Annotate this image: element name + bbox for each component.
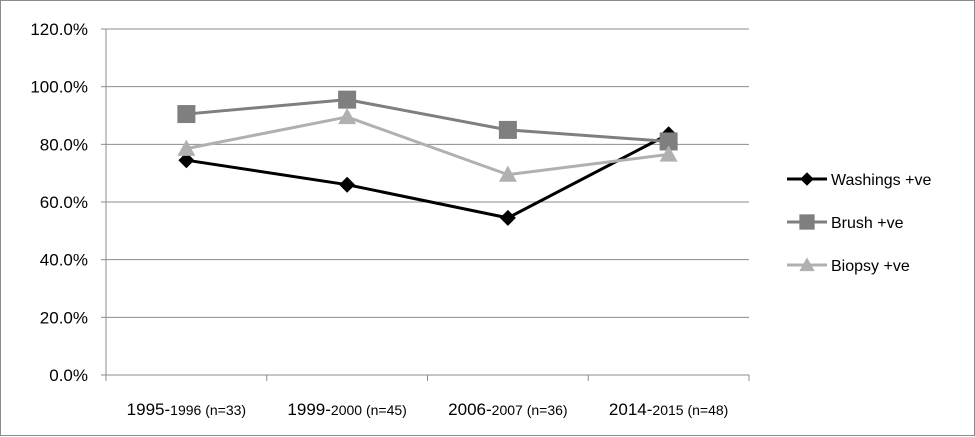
series-2-point bbox=[659, 145, 678, 162]
legend-label-1: Brush +ve bbox=[831, 215, 904, 232]
x-tick-label: 1999-2000 (n=45) bbox=[287, 400, 406, 419]
series-0-point bbox=[339, 176, 356, 193]
x-tick-label: 2006-2007 (n=36) bbox=[448, 400, 567, 419]
y-tick-label: 100.0% bbox=[30, 78, 88, 97]
series-1-point bbox=[498, 120, 517, 139]
legend-marker-0 bbox=[800, 172, 814, 186]
legend-marker-2 bbox=[799, 257, 815, 272]
series-1-point bbox=[177, 105, 196, 124]
y-tick-label: 20.0% bbox=[40, 308, 88, 327]
series-2-point bbox=[338, 107, 357, 125]
series-line-2 bbox=[186, 115, 669, 177]
series-2-point bbox=[498, 165, 517, 182]
series-1-point bbox=[338, 90, 357, 109]
x-tick-label: 2014-2015 (n=48) bbox=[609, 400, 728, 419]
y-tick-label: 0.0% bbox=[49, 366, 88, 385]
legend-label-0: Washings +ve bbox=[831, 172, 931, 189]
y-tick-label: 80.0% bbox=[40, 135, 88, 154]
y-tick-label: 40.0% bbox=[40, 251, 88, 270]
series-line-1 bbox=[186, 98, 669, 143]
y-tick-label: 60.0% bbox=[40, 193, 88, 212]
series-0-point bbox=[178, 152, 195, 169]
legend-marker-1 bbox=[799, 214, 815, 230]
series-line-0 bbox=[186, 132, 670, 220]
legend-label-2: Biopsy +ve bbox=[831, 258, 910, 275]
series-2-point bbox=[177, 139, 196, 156]
x-tick-label: 1995-1996 (n=33) bbox=[127, 400, 246, 419]
series-0-point bbox=[499, 209, 516, 226]
series-1-point bbox=[659, 132, 678, 151]
y-tick-label: 120.0% bbox=[30, 20, 88, 39]
